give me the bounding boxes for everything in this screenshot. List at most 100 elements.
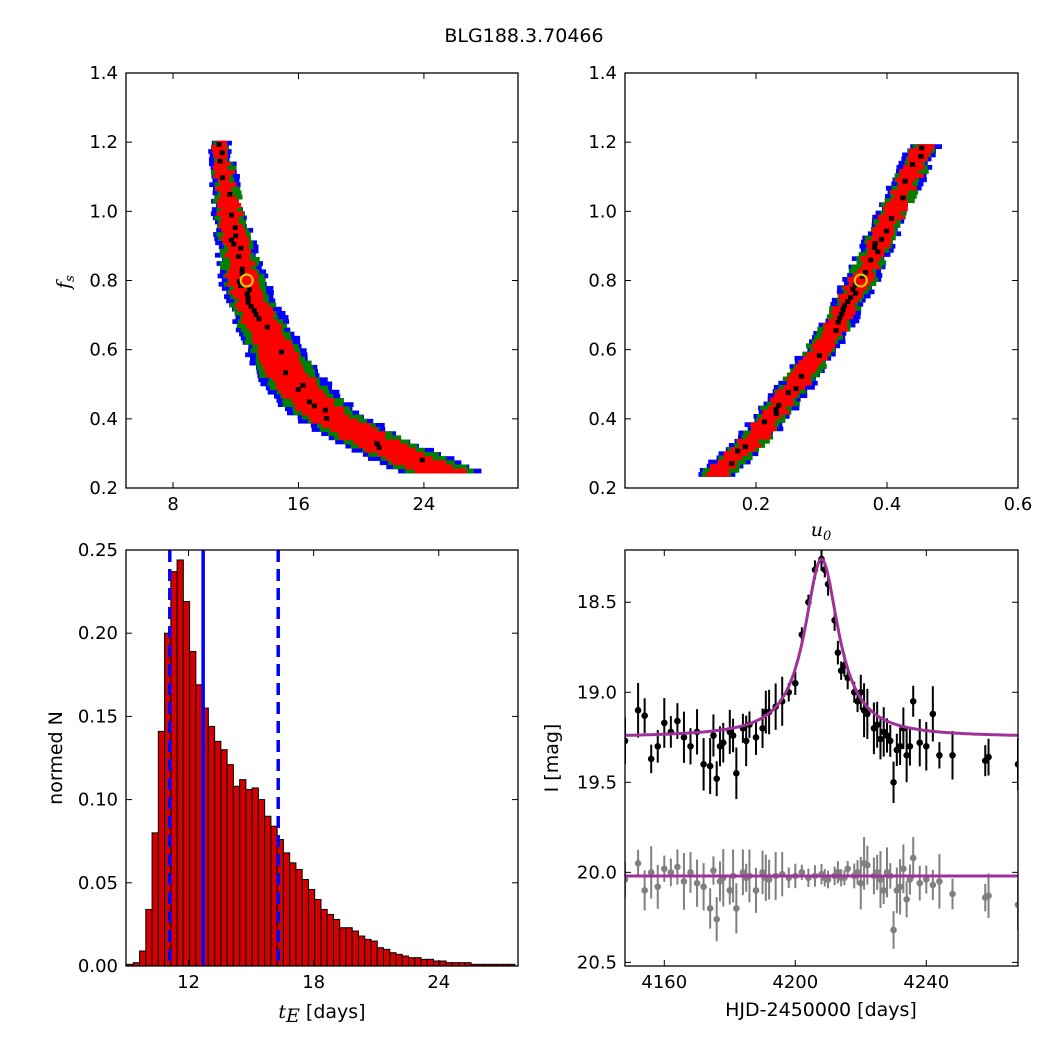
axes-frame xyxy=(624,72,1019,489)
confidence-cell-row xyxy=(220,215,239,221)
x-axis-label: u0 xyxy=(811,519,832,544)
confidence-cell-row xyxy=(243,310,275,316)
residual-point xyxy=(844,865,851,873)
confidence-cell-row xyxy=(758,418,776,423)
confidence-cell-row xyxy=(899,169,918,174)
confidence-cell-row xyxy=(820,335,838,340)
confidence-cell-row xyxy=(212,165,227,171)
model-curve xyxy=(625,557,1018,737)
best-chi2-cell xyxy=(322,407,328,413)
confidence-cell-row xyxy=(737,438,759,444)
best-chi2-cell xyxy=(256,316,262,322)
residual-point xyxy=(900,865,907,873)
hist-bar xyxy=(245,789,253,967)
confidence-cell-row xyxy=(302,410,345,416)
residual-point xyxy=(674,863,681,871)
confidence-cell-row xyxy=(241,319,277,324)
x-axis-label-unit: [days] xyxy=(306,1001,366,1023)
fs-u0-y-tick-label: 0.8 xyxy=(588,271,617,292)
hist-bar xyxy=(420,958,428,967)
confidence-cell-row xyxy=(899,173,924,179)
hist-bar xyxy=(320,908,328,967)
hist-bar xyxy=(145,908,153,967)
confidence-cell-row xyxy=(358,443,409,449)
fs-u0-x-tick-label: 0.4 xyxy=(873,494,902,515)
best-chi2-cell xyxy=(233,233,239,239)
fs-u0-y-tick-label: 0.4 xyxy=(588,409,617,430)
hist-bar xyxy=(207,725,216,967)
best-chi2-cell xyxy=(862,270,869,275)
residual-point xyxy=(752,887,760,894)
confidence-cell-row xyxy=(709,467,730,473)
confidence-cell-row xyxy=(848,281,870,286)
confidence-cell-row xyxy=(811,343,836,349)
best-chi2-cell xyxy=(231,241,237,247)
confidence-cell-row xyxy=(252,331,283,337)
best-chi2-cell xyxy=(845,299,851,304)
confidence-cell-row xyxy=(219,182,237,188)
confidence-cell-row xyxy=(378,452,424,457)
data-point xyxy=(654,742,662,750)
residual-point xyxy=(929,881,937,889)
confidence-cell-row xyxy=(909,148,932,154)
hist-bar xyxy=(151,832,159,967)
confidence-cell-row xyxy=(220,207,237,212)
confidence-cell-row xyxy=(795,364,819,369)
best-chi2-cell xyxy=(232,225,238,230)
y-axis-label: fs xyxy=(53,275,78,291)
residual-point xyxy=(903,896,910,903)
best-chi2-cell xyxy=(245,295,251,301)
confidence-cell-row xyxy=(908,160,923,166)
best-chi2-cell xyxy=(306,399,312,405)
confidence-cell-row xyxy=(228,248,252,254)
confidence-cell-row xyxy=(248,327,282,333)
hist-bar xyxy=(289,862,297,967)
best-chi2-cell xyxy=(773,411,780,416)
fs-tE-y-tick-label: 0.4 xyxy=(89,409,118,430)
data-point xyxy=(752,733,760,741)
residual-point xyxy=(641,887,648,894)
hist-x-tick-label: 24 xyxy=(427,972,450,993)
data-point xyxy=(886,737,894,745)
confidence-cell-row xyxy=(216,140,228,146)
best-chi2-cell xyxy=(883,228,890,234)
fs-tE-x-tick-label: 24 xyxy=(412,494,435,515)
confidence-cell-row xyxy=(730,447,755,452)
fs-tE-x-tick-label: 8 xyxy=(167,494,178,515)
residual-point xyxy=(667,869,675,876)
best-chi2-cell xyxy=(728,461,735,466)
confidence-cell-row xyxy=(311,418,359,424)
residual-point xyxy=(1014,901,1018,909)
best-chi2-cell xyxy=(793,386,799,392)
residual-point xyxy=(710,867,717,874)
best-chi2-cell xyxy=(742,444,748,450)
confidence-cell-row xyxy=(793,368,816,374)
data-point xyxy=(792,679,799,687)
data-point xyxy=(1014,761,1018,768)
data-point xyxy=(706,762,714,770)
residual-point xyxy=(765,876,773,883)
data-point xyxy=(674,717,681,725)
hist-bar xyxy=(339,927,347,967)
hist-x-tick-label: 18 xyxy=(302,972,325,993)
residual-point xyxy=(916,879,924,887)
hist-bar xyxy=(345,927,353,967)
fs-u0-x-tick-label: 0.6 xyxy=(1004,494,1033,515)
best-chi2-cell xyxy=(840,307,846,313)
data-point xyxy=(713,775,720,783)
confidence-cell-row xyxy=(229,277,258,283)
confidence-cell-row xyxy=(898,181,913,187)
best-chi2-cell xyxy=(839,311,845,317)
confidence-cell-row xyxy=(295,406,345,412)
confidence-cell-row xyxy=(897,185,917,191)
best-chi2-cell xyxy=(253,312,259,318)
fs-tE-y-tick-label: 0.8 xyxy=(89,271,118,292)
confidence-cell-row xyxy=(330,427,377,432)
hist-bar xyxy=(176,559,184,967)
confidence-cell-row xyxy=(723,455,742,461)
best-chi2-cell xyxy=(239,270,245,276)
confidence-cell-row xyxy=(813,347,833,353)
confidence-cell-row xyxy=(833,314,854,320)
hist-y-tick-label: 0.05 xyxy=(78,873,118,894)
best-chi2-cell xyxy=(247,287,253,293)
